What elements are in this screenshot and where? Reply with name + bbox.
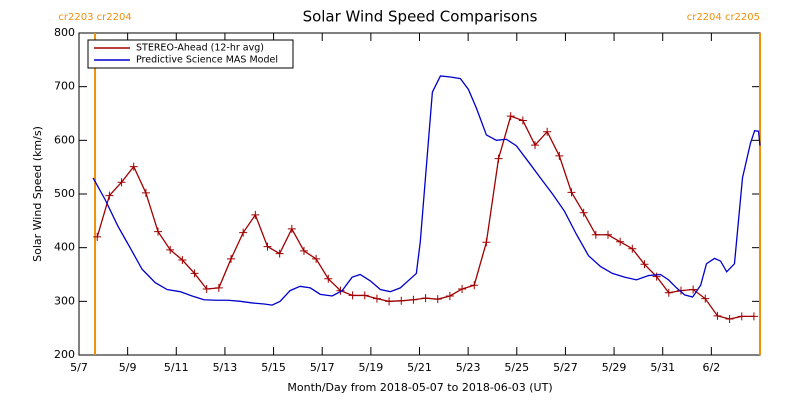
x-tick-label: 5/23 xyxy=(456,361,481,374)
point-marker xyxy=(275,249,284,258)
point-marker xyxy=(154,227,163,236)
point-marker xyxy=(749,312,758,321)
point-marker xyxy=(336,286,345,295)
x-tick-label: 6/2 xyxy=(703,361,721,374)
point-marker xyxy=(567,188,576,197)
point-marker xyxy=(372,294,381,303)
x-tick-label: 5/11 xyxy=(164,361,189,374)
point-marker xyxy=(251,210,260,219)
point-marker xyxy=(312,254,321,263)
point-marker xyxy=(287,224,296,233)
point-marker xyxy=(482,238,491,247)
y-tick-label: 300 xyxy=(54,294,75,307)
point-marker xyxy=(348,291,357,300)
y-tick-label: 600 xyxy=(54,133,75,146)
x-tick-label: 5/29 xyxy=(602,361,627,374)
annotation: cr2204 cr2205 xyxy=(687,12,760,23)
legend-box xyxy=(87,39,294,69)
point-marker xyxy=(409,295,418,304)
point-marker xyxy=(360,291,369,300)
x-tick-label: 5/31 xyxy=(650,361,675,374)
y-tick-label: 400 xyxy=(54,241,75,254)
point-marker xyxy=(445,291,454,300)
point-marker xyxy=(616,237,625,246)
point-marker xyxy=(676,286,685,295)
point-marker xyxy=(506,112,515,121)
series-line xyxy=(92,75,761,306)
point-marker xyxy=(93,232,102,241)
legend-label: STEREO-Ahead (12-hr avg) xyxy=(136,43,264,54)
x-tick-label: 5/13 xyxy=(213,361,238,374)
point-marker xyxy=(494,154,503,163)
point-marker xyxy=(458,284,467,293)
point-marker xyxy=(166,245,175,254)
point-marker xyxy=(385,297,394,306)
y-tick-label: 200 xyxy=(54,348,75,361)
x-tick-label: 5/25 xyxy=(504,361,529,374)
y-tick-label: 700 xyxy=(54,80,75,93)
point-marker xyxy=(652,272,661,281)
x-axis-label: Month/Day from 2018-05-07 to 2018-06-03 … xyxy=(287,381,552,394)
point-marker xyxy=(190,269,199,278)
point-marker xyxy=(470,281,479,290)
point-marker xyxy=(591,230,600,239)
point-marker xyxy=(713,311,722,320)
point-marker xyxy=(518,116,527,125)
point-marker xyxy=(725,315,734,324)
point-marker xyxy=(421,294,430,303)
point-marker xyxy=(543,127,552,136)
point-marker xyxy=(202,284,211,293)
x-tick-label: 5/7 xyxy=(70,361,88,374)
point-marker xyxy=(117,178,126,187)
annotation: cr2203 cr2204 xyxy=(58,12,131,23)
y-axis-label: Solar Wind Speed (km/s) xyxy=(31,126,44,262)
point-marker xyxy=(227,254,236,263)
point-marker xyxy=(531,141,540,150)
y-tick-label: 800 xyxy=(54,26,75,39)
point-marker xyxy=(737,312,746,321)
point-marker xyxy=(129,162,138,171)
y-tick-label: 500 xyxy=(54,187,75,200)
point-marker xyxy=(664,288,673,297)
x-tick-label: 5/17 xyxy=(310,361,335,374)
point-marker xyxy=(640,260,649,269)
point-marker xyxy=(105,191,114,200)
point-marker xyxy=(263,242,272,251)
legend-label: Predictive Science MAS Model xyxy=(136,55,278,66)
point-marker xyxy=(433,295,442,304)
point-marker xyxy=(689,285,698,294)
x-tick-label: 5/21 xyxy=(407,361,432,374)
point-marker xyxy=(214,283,223,292)
point-marker xyxy=(603,230,612,239)
x-tick-label: 5/19 xyxy=(359,361,384,374)
x-tick-label: 5/27 xyxy=(553,361,578,374)
point-marker xyxy=(141,188,150,197)
point-marker xyxy=(239,228,248,237)
point-marker xyxy=(555,151,564,160)
x-tick-label: 5/9 xyxy=(119,361,137,374)
point-marker xyxy=(324,274,333,283)
x-tick-label: 5/15 xyxy=(261,361,286,374)
point-marker xyxy=(299,246,308,255)
point-marker xyxy=(178,256,187,265)
point-marker xyxy=(397,296,406,305)
point-marker xyxy=(628,244,637,253)
point-marker xyxy=(579,208,588,217)
chart-title: Solar Wind Speed Comparisons xyxy=(303,8,538,26)
point-marker xyxy=(701,294,710,303)
